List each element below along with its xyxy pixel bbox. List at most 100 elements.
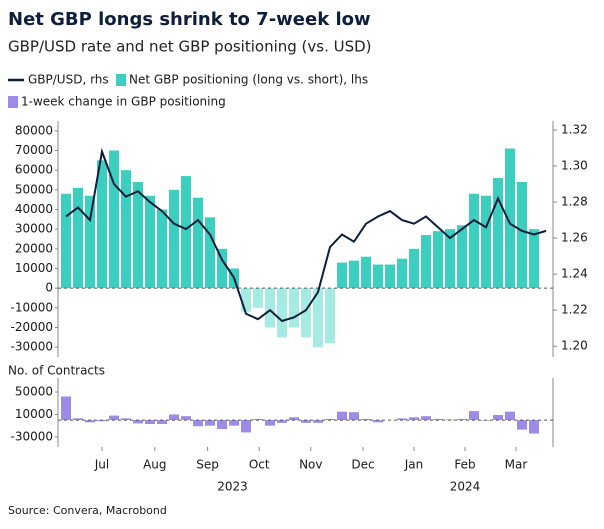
bar	[469, 411, 479, 421]
line	[65, 147, 547, 323]
bar	[433, 418, 443, 421]
x-group-label: 2024	[450, 480, 481, 494]
bar	[241, 288, 251, 312]
y-tick-label: 0	[45, 281, 53, 295]
bar	[253, 288, 263, 308]
bar	[133, 420, 143, 424]
bar	[289, 417, 299, 421]
bar	[421, 235, 431, 289]
bar	[217, 248, 227, 289]
bar	[277, 288, 287, 338]
y-tick-label: 70000	[15, 143, 53, 157]
y-tick-label: 20000	[15, 241, 53, 255]
y2-tick-label: 1.22	[561, 303, 588, 317]
bar	[109, 415, 119, 421]
bar	[313, 420, 323, 423]
x-group-label: 2023	[217, 480, 248, 494]
bar	[313, 288, 323, 348]
axis-title: No. of Contracts	[8, 364, 105, 378]
bar	[73, 418, 83, 421]
legend-label: 1-week change in GBP positioning	[21, 95, 226, 109]
bar	[301, 288, 311, 338]
bar	[289, 288, 299, 328]
y-tick-label: -20000	[10, 320, 53, 334]
x-tick-label: Sep	[196, 458, 219, 472]
bar	[169, 414, 179, 421]
bar	[265, 420, 275, 426]
y-tick-label: -30000	[10, 340, 53, 354]
bar	[457, 418, 467, 421]
y2-tick-label: 1.28	[561, 195, 588, 209]
y-tick-label: 50000	[15, 182, 53, 196]
bar	[157, 209, 167, 289]
bar	[397, 258, 407, 289]
bar	[481, 195, 491, 289]
bar	[433, 231, 443, 289]
x-tick-label: Mar	[505, 458, 528, 472]
bar	[505, 148, 515, 289]
bar	[517, 420, 527, 430]
bar	[325, 418, 335, 421]
bar	[373, 420, 383, 423]
bar	[157, 420, 167, 424]
bar	[409, 417, 419, 421]
legend-swatch	[8, 96, 18, 108]
bar	[133, 181, 143, 289]
bar	[493, 415, 503, 421]
bar	[397, 418, 407, 421]
bar	[181, 176, 191, 289]
bar	[301, 420, 311, 423]
bar	[193, 420, 203, 427]
bar	[361, 418, 371, 421]
source: Source: Convera, Macrobond	[8, 504, 167, 517]
bar	[61, 396, 71, 421]
bar	[205, 217, 215, 289]
y-tick-label: 60000	[15, 163, 53, 177]
bar	[61, 193, 71, 289]
bar	[229, 420, 239, 426]
bar	[253, 418, 263, 421]
bar	[337, 262, 347, 289]
x-tick-label: Oct	[249, 458, 270, 472]
bar	[121, 418, 131, 421]
x-tick-label: Feb	[454, 458, 475, 472]
bar	[97, 160, 107, 289]
bar	[457, 225, 467, 289]
bar	[529, 420, 539, 434]
y-tick-label: 10000	[15, 407, 53, 421]
bar	[517, 181, 527, 289]
bar	[445, 229, 455, 289]
bar	[265, 288, 275, 328]
bar	[277, 420, 287, 423]
bar	[529, 229, 539, 289]
bar	[145, 195, 155, 289]
y-tick-label: 80000	[15, 123, 53, 137]
bar	[85, 195, 95, 289]
bar	[121, 170, 131, 289]
bar	[145, 420, 155, 424]
legend-swatch	[116, 74, 126, 86]
bar	[169, 189, 179, 289]
y-tick-label: -10000	[10, 300, 53, 314]
bar	[361, 256, 371, 289]
bar	[385, 264, 395, 289]
x-tick-label: Nov	[299, 458, 322, 472]
y2-tick-label: 1.20	[561, 339, 588, 353]
bar	[181, 416, 191, 421]
y2-tick-label: 1.24	[561, 267, 588, 281]
x-tick-label: Jul	[94, 458, 109, 472]
bar	[421, 416, 431, 421]
bar	[73, 187, 83, 289]
y-tick-label: 10000	[15, 261, 53, 275]
bar	[505, 411, 515, 421]
bar	[349, 260, 359, 289]
bar	[493, 178, 503, 289]
chart-title: Net GBP longs shrink to 7-week low	[8, 9, 371, 30]
bar	[325, 288, 335, 344]
chart-subtitle: GBP/USD rate and net GBP positioning (vs…	[8, 38, 372, 56]
y-tick-label: 30000	[15, 222, 53, 236]
bar	[337, 411, 347, 421]
bar	[85, 420, 95, 423]
x-tick-label: Aug	[143, 458, 166, 472]
bar	[109, 150, 119, 289]
